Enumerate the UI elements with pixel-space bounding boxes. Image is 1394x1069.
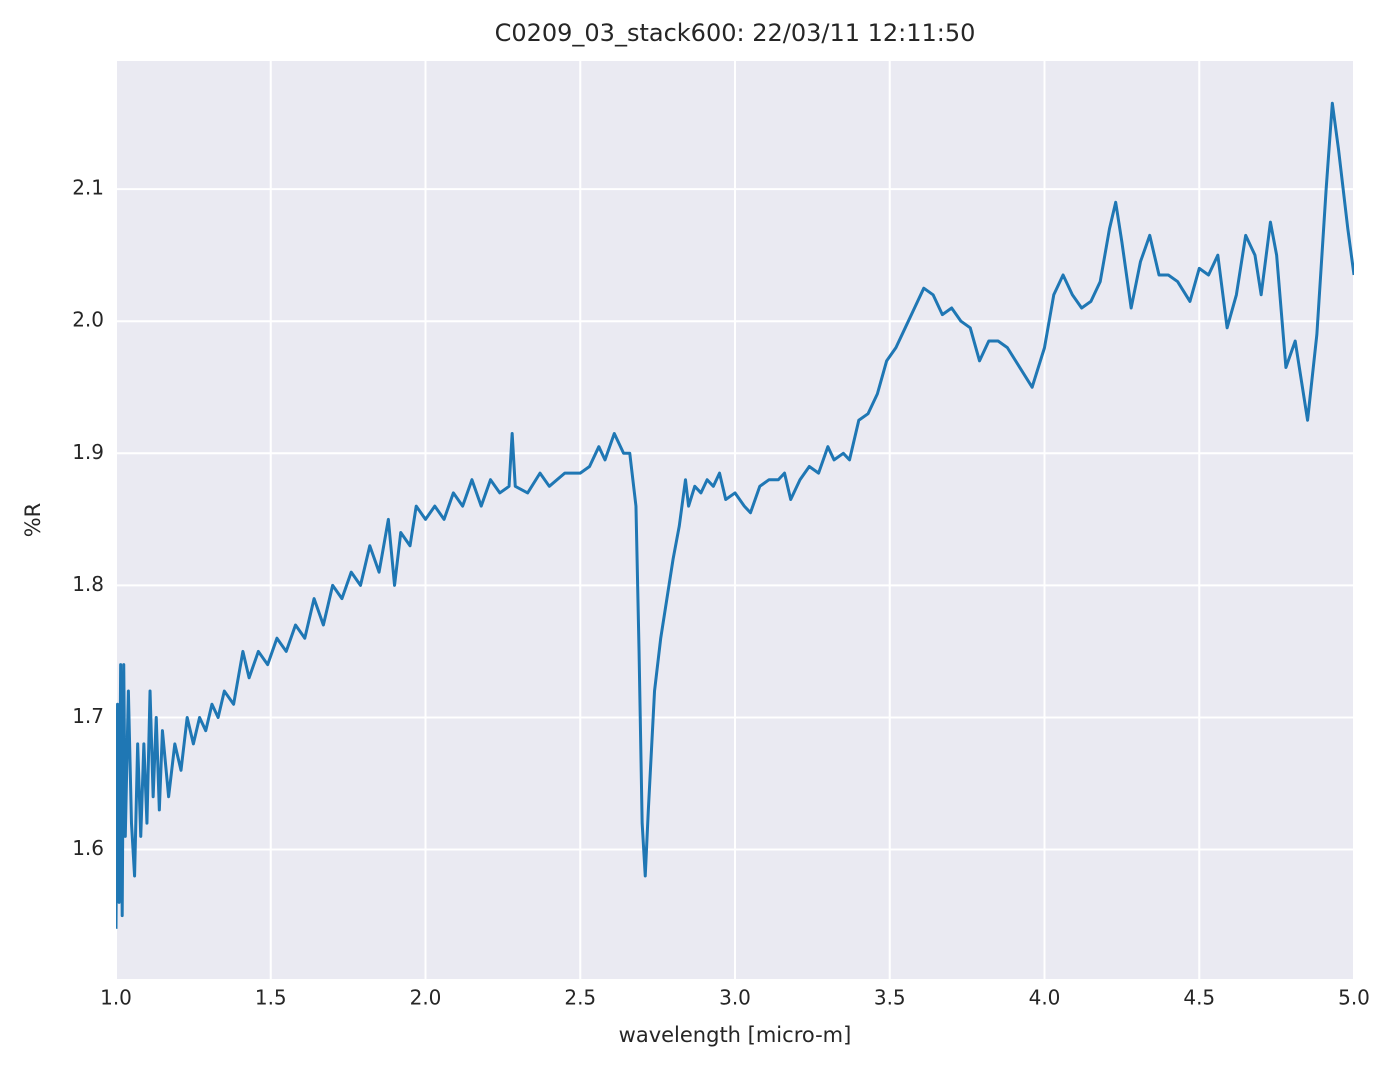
y-axis-label: %R bbox=[21, 503, 45, 538]
x-tick-label: 3.0 bbox=[719, 986, 751, 1010]
data-line bbox=[116, 101, 1354, 929]
x-tick-label: 4.0 bbox=[1029, 986, 1061, 1010]
x-tick-label: 1.5 bbox=[255, 986, 287, 1010]
x-tick-label: 5.0 bbox=[1338, 986, 1370, 1010]
x-axis-label: wavelength [micro-m] bbox=[619, 1023, 852, 1047]
chart-title: C0209_03_stack600: 22/03/11 12:11:50 bbox=[495, 19, 976, 47]
x-tick-label: 4.5 bbox=[1183, 986, 1215, 1010]
x-tick-label: 2.5 bbox=[564, 986, 596, 1010]
y-tick-label: 1.8 bbox=[72, 572, 104, 596]
y-tick-label: 1.9 bbox=[72, 440, 104, 464]
y-tick-label: 2.1 bbox=[72, 176, 104, 200]
x-tick-label: 1.0 bbox=[100, 986, 132, 1010]
x-tick-label: 3.5 bbox=[874, 986, 906, 1010]
y-tick-label: 1.7 bbox=[72, 704, 104, 728]
y-tick-label: 1.6 bbox=[72, 836, 104, 860]
x-tick-label: 2.0 bbox=[410, 986, 442, 1010]
y-tick-label: 2.0 bbox=[72, 308, 104, 332]
